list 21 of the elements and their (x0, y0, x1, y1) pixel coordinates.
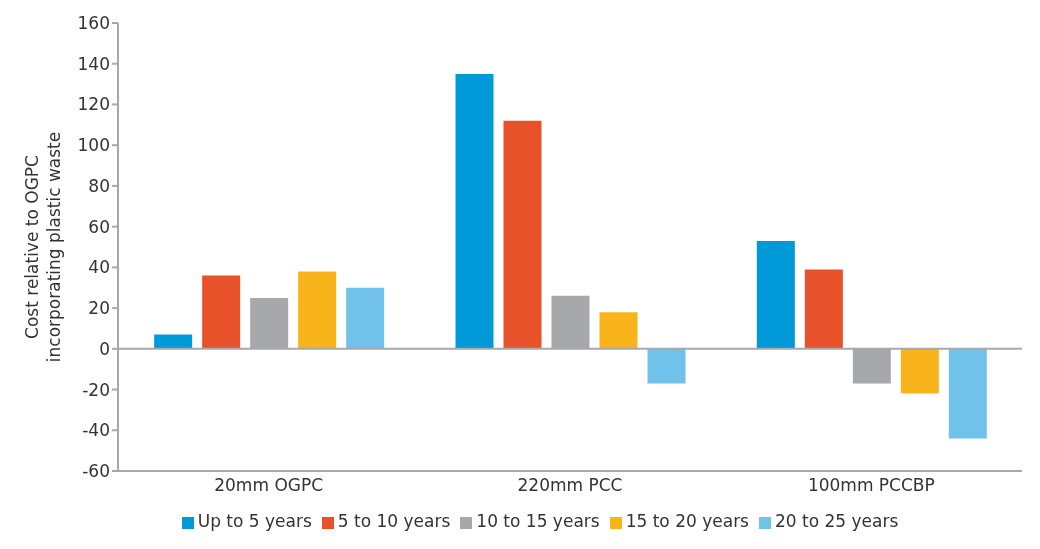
legend-label: Up to 5 years (197, 511, 312, 531)
y-tick-label: -60 (82, 461, 110, 482)
y-axis-title: Cost relative to OGPC incorporating plastic waste (22, 131, 64, 363)
y-tick-label: 100 (77, 135, 110, 156)
legend-label: 15 to 20 years (625, 511, 749, 531)
y-tick-label: 120 (77, 94, 110, 115)
y-tick-label: 40 (88, 257, 110, 278)
y-tick-label: 0 (99, 338, 110, 359)
x-tick-label: 220mm PCC (517, 475, 623, 496)
y-tick-label: 60 (88, 216, 110, 237)
legend-label: 10 to 15 years (476, 511, 600, 531)
y-tick-label: -20 (82, 379, 110, 400)
legend-label: 5 to 10 years (337, 511, 451, 531)
y-tick-label: 140 (77, 53, 110, 74)
y-tick-label: 80 (88, 175, 110, 196)
y-tick-label: 20 (88, 298, 110, 319)
legend-label: 20 to 25 years (774, 511, 899, 531)
y-tick-label: -40 (82, 420, 110, 441)
x-tick-label: 20mm OGPC (214, 475, 324, 496)
x-tick-label: 100mm PCCBP (807, 475, 935, 496)
y-tick-label: 160 (77, 13, 110, 34)
